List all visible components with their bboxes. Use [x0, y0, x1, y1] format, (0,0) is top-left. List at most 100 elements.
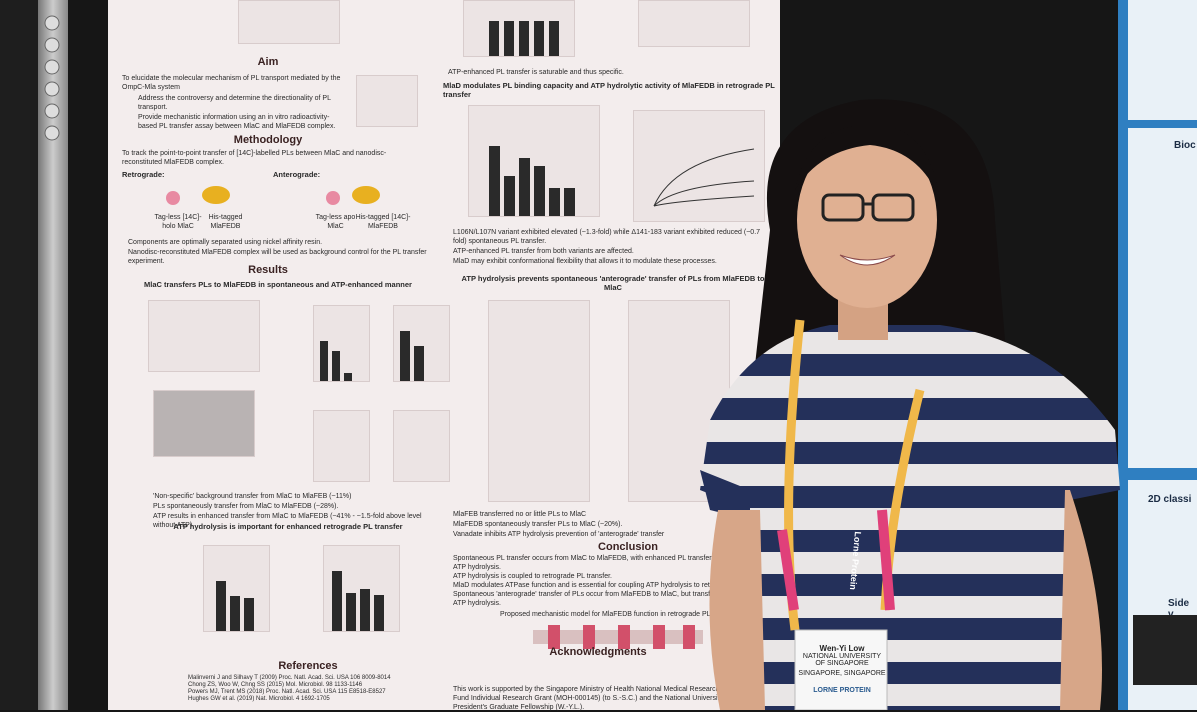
bar [519, 158, 530, 216]
chart-figure [488, 300, 590, 502]
lanyard-print [777, 529, 799, 611]
heading: 2D classi [1148, 494, 1192, 505]
bar [489, 21, 499, 56]
bar [414, 346, 424, 381]
chart-figure [323, 545, 400, 632]
person [700, 99, 1120, 710]
bar [519, 21, 529, 56]
label: Tag-less [14C]-holo MlaC [154, 214, 202, 230]
arm [709, 510, 765, 710]
figure [356, 75, 418, 127]
heading: Side v [1168, 598, 1190, 620]
chart-figure [313, 410, 370, 482]
label: Retrograde: [122, 170, 165, 179]
text: Spontaneous PL transfer occurs from MlaC… [453, 555, 760, 571]
badge-logo: LORNE PROTEIN [813, 687, 871, 694]
subtitle: MlaD modulates PL binding capacity and A… [443, 81, 775, 99]
badge [794, 629, 888, 710]
bar [534, 166, 545, 216]
label: Anterograde: [273, 170, 321, 179]
bar [400, 331, 410, 381]
chart-figure [633, 110, 765, 222]
glasses [821, 193, 865, 222]
heading: References [278, 660, 338, 672]
text: PLs spontaneously transfer from MlaC to … [153, 503, 339, 510]
text: L106N/L107N variant exhibited elevated (… [453, 229, 761, 245]
text: ATP-enhanced PL transfer from both varia… [453, 248, 634, 255]
text: Components are optimally separated using… [128, 239, 323, 246]
figure [148, 300, 260, 372]
left-board [0, 0, 40, 710]
text: Nanodisc-reconstituted MlaFEDB complex w… [128, 249, 427, 265]
chart-figure [463, 0, 575, 57]
text: MlaFEDB spontaneously transfer PLs to Ml… [453, 521, 623, 528]
bar [534, 21, 544, 56]
bar [332, 571, 342, 631]
caption: Proposed mechanistic model for MlaFEDB f… [500, 611, 736, 618]
bar [504, 176, 515, 216]
right-poster: Bioc 2D classi Side v [1118, 0, 1197, 710]
panel [1128, 128, 1197, 468]
badge-location: SINGAPORE, SINGAPORE [798, 670, 886, 677]
bar [244, 598, 254, 631]
heading: Acknowledgments [549, 646, 647, 658]
heading: Methodology [233, 134, 303, 146]
heading: Bioc [1174, 140, 1196, 151]
text: Provide mechanistic information using an… [138, 114, 336, 130]
bar [360, 589, 370, 631]
bar [504, 21, 514, 56]
model-figure [533, 625, 703, 649]
arm [1060, 490, 1102, 710]
chart-figure [468, 105, 600, 217]
reference: Powers MJ, Trent MS (2018) Proc. Natl. A… [188, 689, 386, 695]
text: Address the controversy and determine th… [138, 95, 331, 111]
label: His-tagged [14C]-MlaFEDB [355, 214, 411, 230]
text: ATP hydrolysis is coupled to retrograde … [453, 573, 613, 580]
text: To elucidate the molecular mechanism of … [122, 75, 341, 91]
text: Spontaneous 'anterograde' transfer of PL… [453, 591, 765, 607]
chart-figure [393, 305, 450, 382]
chart-figure [313, 305, 370, 382]
micrograph [1133, 615, 1197, 685]
panel [1128, 0, 1197, 120]
bar [549, 21, 559, 56]
label: Tag-less apo MlaC [315, 214, 356, 230]
bar [216, 581, 226, 631]
smile [839, 254, 896, 266]
method-icons [166, 186, 380, 205]
badge-text: Wen-Yi Low NATIONAL UNIVERSITY OF SINGAP… [798, 644, 886, 694]
text: MlaD modulates ATPase function and is es… [453, 582, 772, 589]
subtitle: MlaC transfers PLs to MlaFEDB in spontan… [144, 280, 412, 289]
shirt [700, 325, 1120, 710]
chart-figure [393, 410, 450, 482]
chart-figure [638, 0, 750, 47]
bar [344, 373, 352, 381]
poster: Aim To elucidate the molecular mechanism… [108, 0, 780, 711]
face [797, 132, 937, 308]
badge-name: Wen-Yi Low [819, 644, 865, 653]
reference: Chong ZS, Woo W, Chng SS (2015) Mol. Mic… [188, 682, 363, 688]
badge-affiliation: NATIONAL UNIVERSITY OF SINGAPORE [802, 653, 882, 667]
figure [238, 0, 340, 44]
bar [320, 341, 328, 381]
bar [332, 351, 340, 381]
subtitle: ATP hydrolysis prevents spontaneous 'ant… [461, 274, 765, 292]
heading: Aim [257, 56, 279, 68]
text: ATP results in enhanced transfer from Ml… [153, 513, 422, 529]
text: To track the point-to-point transfer of … [122, 150, 387, 166]
text: 'Non-specific' background transfer from … [153, 493, 352, 500]
text: Vanadate inhibits ATP hydrolysis prevent… [453, 531, 665, 538]
glasses [871, 193, 915, 222]
bangs [795, 124, 940, 200]
bar [346, 593, 356, 631]
heading: Conclusion [598, 541, 658, 553]
reference: Malinverni J and Silhavy T (2009) Proc. … [188, 675, 391, 681]
text: This work is supported by the Singapore … [453, 686, 765, 711]
post-screws [44, 15, 60, 141]
lanyard-print [877, 509, 895, 611]
label: His-tagged MlaFEDB [208, 214, 243, 230]
bar [549, 188, 560, 216]
heading: Results [248, 264, 288, 276]
text: MlaFEB transferred no or little PLs to M… [453, 511, 587, 518]
